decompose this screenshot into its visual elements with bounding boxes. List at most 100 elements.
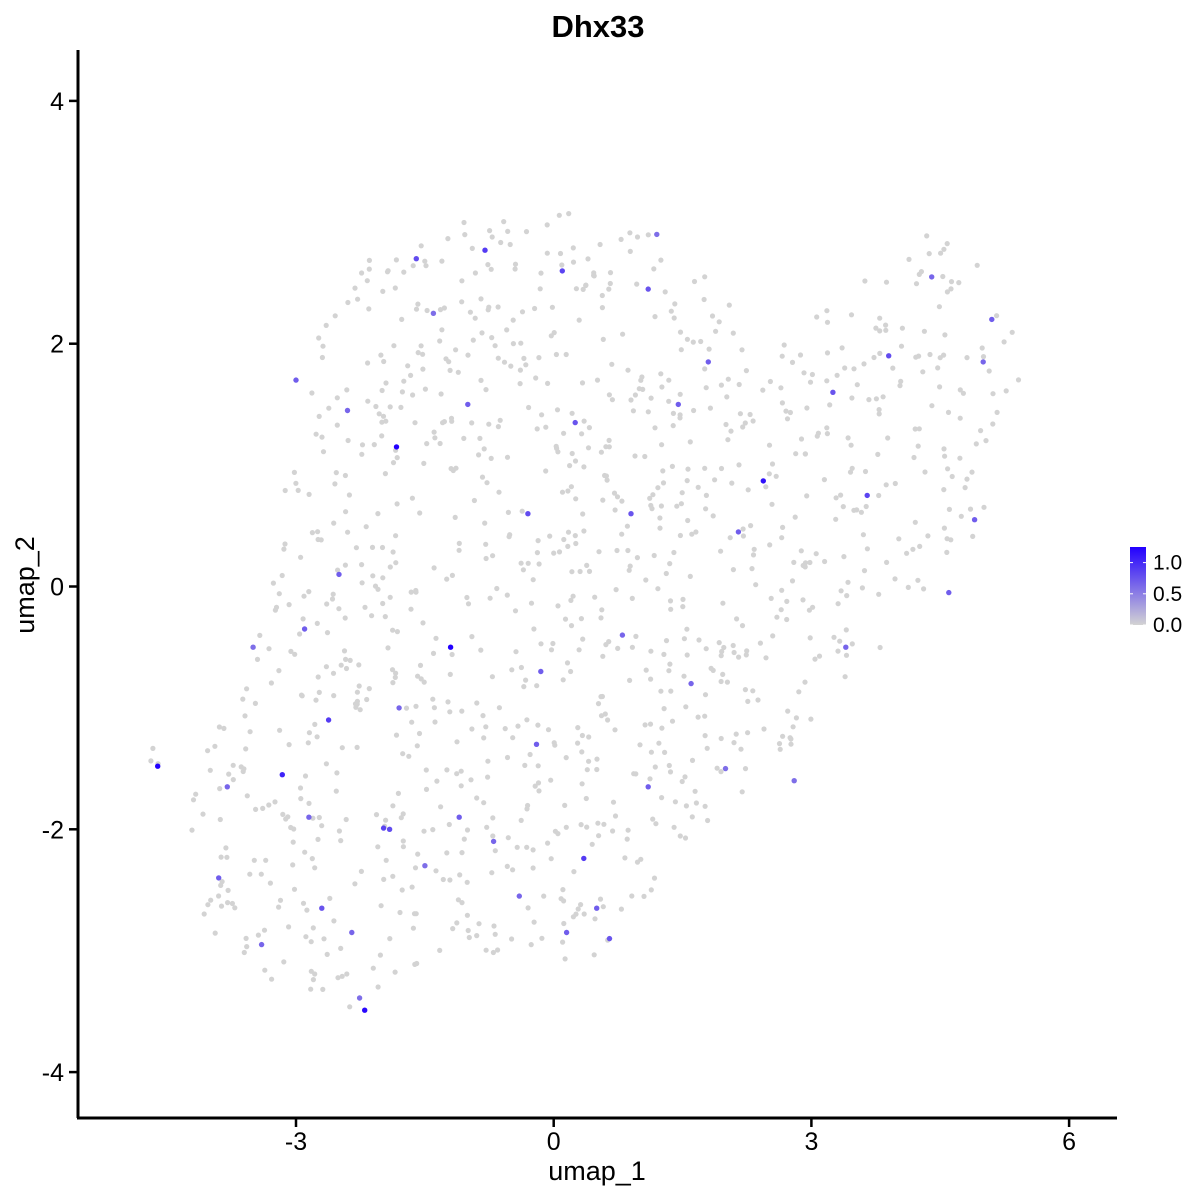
cell-point (860, 532, 867, 538)
cell-point (696, 637, 702, 643)
cell-point (918, 269, 925, 275)
cell-point (935, 365, 941, 371)
cell-point (849, 641, 855, 647)
cell-point (668, 606, 674, 612)
cell-point (942, 453, 948, 459)
cell-point (454, 920, 460, 926)
cell-point (446, 821, 452, 828)
cell-point (492, 343, 498, 349)
cell-point (224, 854, 230, 860)
cell-point (862, 468, 869, 475)
expressing-cell-point (722, 765, 729, 772)
cell-point (298, 554, 304, 560)
cell-point (276, 904, 282, 910)
cell-point (553, 351, 560, 358)
cell-point (596, 833, 602, 839)
cell-point (742, 687, 749, 693)
cell-point (685, 466, 691, 472)
cell-point (485, 774, 491, 780)
expressing-cell-point (563, 929, 570, 936)
cell-point (346, 492, 352, 498)
cell-point (334, 770, 340, 776)
cell-point (581, 418, 587, 424)
cell-point (389, 667, 396, 673)
cell-point (730, 642, 736, 649)
cell-point (789, 359, 796, 365)
cell-point (534, 426, 540, 432)
cell-point (648, 676, 654, 682)
cell-point (267, 880, 273, 886)
cell-point (341, 648, 348, 654)
cell-point (223, 845, 229, 851)
cell-point (332, 481, 338, 487)
cell-point (563, 824, 569, 830)
cell-point (399, 316, 405, 322)
cell-point (269, 976, 275, 982)
cell-point (466, 934, 472, 941)
cell-point (580, 286, 586, 292)
cell-point (956, 280, 962, 286)
cell-point (400, 844, 406, 850)
cell-point (633, 771, 639, 777)
cell-point (244, 686, 250, 692)
cell-point (354, 744, 360, 751)
cell-point (303, 934, 309, 940)
cell-point (586, 425, 593, 431)
cell-point (306, 730, 312, 736)
cell-point (701, 296, 707, 303)
cell-point (266, 646, 272, 652)
cell-point (338, 838, 344, 844)
cell-point (729, 480, 735, 486)
cell-point (639, 374, 645, 380)
cell-point (459, 850, 465, 856)
cell-point (383, 418, 389, 424)
expressing-cell-point (791, 778, 797, 784)
cell-point (669, 718, 676, 724)
cell-point (383, 857, 389, 863)
cell-point (304, 907, 310, 913)
cell-point (369, 544, 376, 551)
cell-point (518, 664, 525, 671)
expressing-cell-point (155, 763, 161, 769)
cell-point (743, 368, 750, 374)
expressing-cell-point (482, 247, 488, 253)
cell-point (651, 875, 658, 881)
cell-point (242, 713, 248, 719)
cell-point (363, 524, 369, 530)
cell-point (677, 833, 683, 839)
cell-point (519, 309, 526, 315)
cell-point (221, 725, 227, 732)
cell-point (634, 234, 641, 240)
cell-point (876, 411, 882, 417)
cell-point (343, 656, 349, 663)
cell-point (291, 886, 298, 892)
cell-point (318, 537, 324, 543)
cell-point (290, 862, 296, 868)
cell-point (883, 322, 889, 328)
cell-point (702, 713, 708, 719)
cell-point (359, 451, 365, 457)
cell-point (598, 615, 604, 621)
cell-point (938, 250, 944, 256)
cell-point (561, 430, 567, 436)
cell-point (609, 397, 616, 403)
cell-point (808, 716, 814, 722)
expressing-cell-point (946, 589, 952, 596)
cell-point (244, 793, 250, 799)
cell-point (461, 435, 467, 441)
cell-point (438, 804, 444, 810)
cell-point (661, 706, 667, 712)
cell-point (640, 386, 646, 392)
cell-point (745, 730, 751, 736)
cell-point (632, 453, 638, 459)
cell-point (481, 735, 487, 741)
cell-point (682, 774, 688, 780)
cell-point (217, 816, 223, 823)
cell-point (270, 580, 276, 586)
cell-point (548, 777, 554, 783)
cell-point (779, 587, 785, 593)
cell-point (489, 870, 495, 876)
cell-point (824, 431, 831, 437)
cell-point (342, 562, 348, 568)
cell-point (740, 526, 746, 532)
